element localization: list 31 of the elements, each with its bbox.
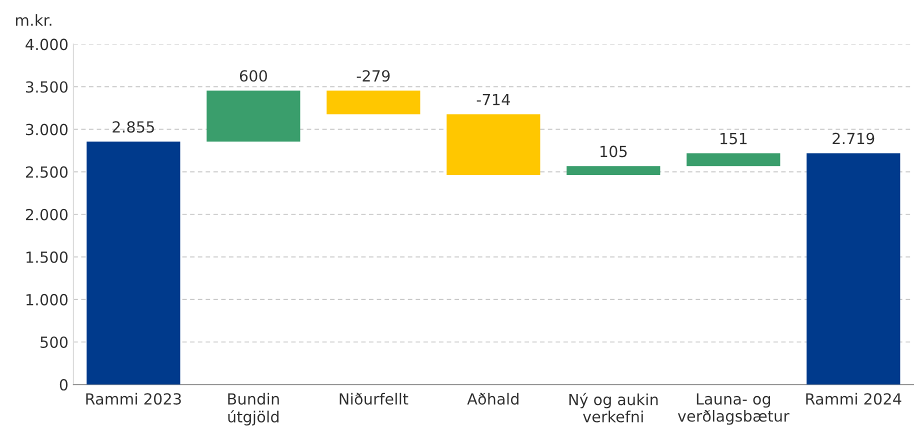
- data-label: 2.719: [832, 132, 874, 144]
- y-tick-label: 2.000: [26, 208, 68, 220]
- y-tick-label: 500: [40, 336, 68, 348]
- data-label: 151: [720, 133, 747, 144]
- x-tick-label: Ný og aukin verkefni: [569, 392, 658, 422]
- bar: [566, 166, 660, 176]
- data-label: 2.855: [112, 121, 154, 133]
- data-label: 600: [240, 70, 267, 82]
- bar: [326, 90, 420, 114]
- bar: [686, 153, 780, 166]
- bar: [206, 90, 300, 142]
- x-tick-label: Bundin útgjöld: [228, 392, 279, 426]
- data-label: 105: [600, 146, 627, 158]
- data-label: -714: [476, 94, 510, 106]
- y-tick-label: 1.500: [26, 251, 68, 263]
- data-label: -279: [356, 70, 390, 82]
- x-tick-label: Launa- og verðlagsbætur: [678, 393, 790, 425]
- y-tick-label: 4.000: [26, 38, 68, 50]
- y-tick-label: 1.000: [26, 294, 68, 306]
- y-tick-label: 3.000: [26, 124, 68, 136]
- bar: [86, 142, 180, 385]
- bar: [806, 153, 900, 385]
- y-tick-label: 0: [60, 379, 68, 391]
- y-axis-title: m.kr.: [16, 14, 52, 26]
- x-tick-label: Aðhald: [467, 392, 518, 405]
- y-tick-label: 3.500: [26, 81, 68, 93]
- y-tick-label: 2.500: [26, 166, 68, 178]
- x-tick-label: Niðurfellt: [340, 392, 408, 405]
- x-tick-label: Rammi 2023: [86, 392, 181, 405]
- x-tick-label: Rammi 2024: [806, 392, 902, 405]
- bar: [446, 114, 540, 176]
